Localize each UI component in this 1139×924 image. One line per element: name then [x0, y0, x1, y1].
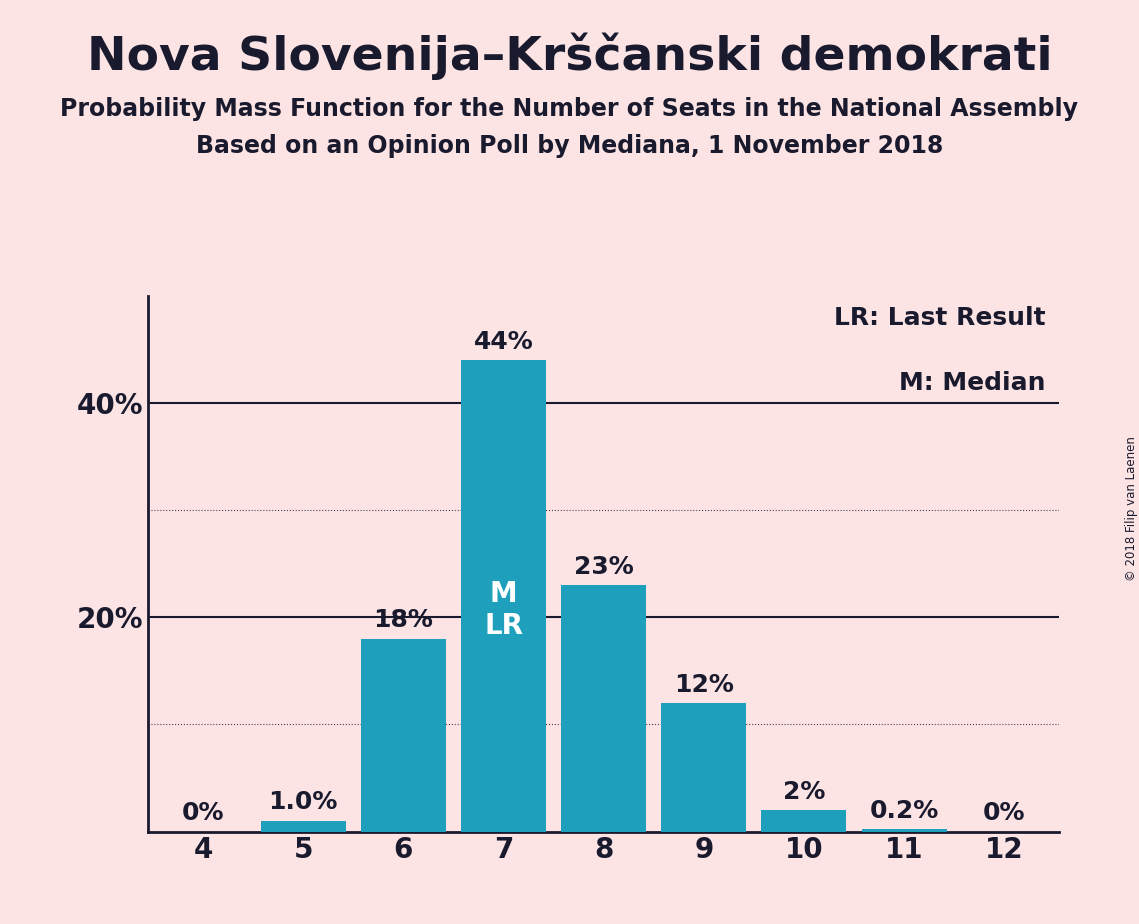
Text: M: Median: M: Median [899, 371, 1046, 395]
Bar [861, 830, 947, 832]
Text: 44%: 44% [474, 330, 533, 354]
Text: 18%: 18% [374, 608, 433, 632]
Bar [662, 703, 746, 832]
Text: 0%: 0% [983, 801, 1025, 825]
Text: M
LR: M LR [484, 579, 523, 640]
Text: 0.2%: 0.2% [869, 799, 939, 823]
Text: Based on an Opinion Poll by Mediana, 1 November 2018: Based on an Opinion Poll by Mediana, 1 N… [196, 134, 943, 158]
Text: 12%: 12% [674, 673, 734, 697]
Text: 1.0%: 1.0% [269, 790, 338, 814]
Text: Nova Slovenija–Krščanski demokrati: Nova Slovenija–Krščanski demokrati [87, 32, 1052, 79]
Text: © 2018 Filip van Laenen: © 2018 Filip van Laenen [1124, 436, 1138, 580]
Bar [461, 360, 546, 832]
Bar [562, 585, 646, 832]
Bar [261, 821, 346, 832]
Text: Probability Mass Function for the Number of Seats in the National Assembly: Probability Mass Function for the Number… [60, 97, 1079, 121]
Text: 0%: 0% [182, 801, 224, 825]
Text: 2%: 2% [782, 780, 825, 804]
Text: LR: Last Result: LR: Last Result [834, 307, 1046, 331]
Text: 23%: 23% [574, 554, 633, 578]
Bar [361, 638, 446, 832]
Bar [761, 810, 846, 832]
